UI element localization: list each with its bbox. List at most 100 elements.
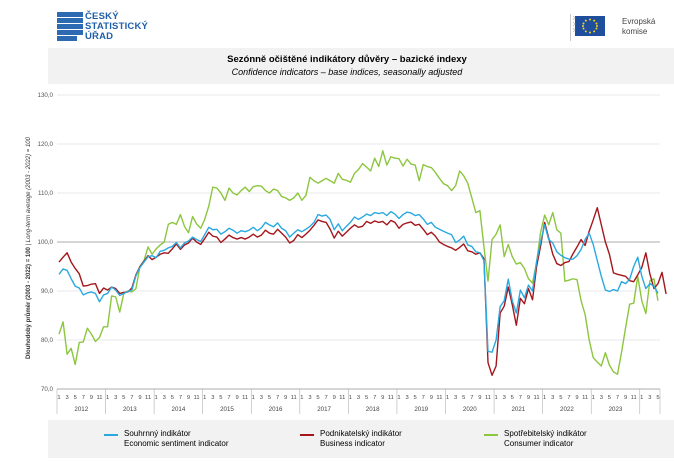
x-month-label: 1 bbox=[252, 395, 255, 401]
czso-logo[interactable]: ČESKÝ STATISTICKÝ ÚŘAD bbox=[57, 12, 167, 42]
x-month-label: 7 bbox=[616, 395, 619, 401]
x-month-label: 5 bbox=[219, 395, 222, 401]
x-month-label: 3 bbox=[114, 395, 117, 401]
eu-logo-text: Evropská komise bbox=[622, 17, 655, 37]
x-month-label: 1 bbox=[397, 395, 400, 401]
x-month-label: 3 bbox=[260, 395, 263, 401]
series-line-economic bbox=[58, 210, 659, 353]
x-year-label: 2022 bbox=[560, 406, 574, 413]
x-month-label: 9 bbox=[575, 395, 578, 401]
x-month-label: 7 bbox=[130, 395, 133, 401]
x-year-label: 2013 bbox=[123, 406, 137, 413]
x-month-label: 1 bbox=[300, 395, 303, 401]
x-year-label: 2020 bbox=[463, 406, 477, 413]
czso-logo-line: STATISTICKÝ bbox=[85, 21, 149, 32]
y-tick-label: 130,0 bbox=[38, 92, 54, 99]
legend-text-consumer: Spotřebitelský indikátor Consumer indica… bbox=[504, 429, 587, 449]
x-month-label: 1 bbox=[592, 395, 595, 401]
legend: Souhrnný indikátor Economic sentiment in… bbox=[48, 420, 674, 458]
eu-logo-line: komise bbox=[622, 27, 648, 36]
x-month-label: 3 bbox=[66, 395, 69, 401]
x-month-label: 1 bbox=[494, 395, 497, 401]
x-year-label: 2019 bbox=[414, 406, 428, 413]
legend-label-business: Podnikatelský indikátor bbox=[320, 429, 402, 438]
x-month-label: 7 bbox=[82, 395, 85, 401]
y-tick-label: 70,0 bbox=[41, 386, 54, 393]
chart-title: Sezónně očištěné indikátory důvěry – baz… bbox=[227, 54, 467, 65]
y-tick-label: 90,0 bbox=[41, 288, 54, 295]
x-month-label: 3 bbox=[357, 395, 360, 401]
x-year-label: 2014 bbox=[172, 406, 186, 413]
x-month-label: 3 bbox=[600, 395, 603, 401]
x-month-label: 7 bbox=[470, 395, 473, 401]
y-tick-label: 120,0 bbox=[38, 141, 54, 148]
x-month-label: 9 bbox=[381, 395, 384, 401]
x-month-label: 11 bbox=[631, 395, 637, 401]
x-month-label: 3 bbox=[405, 395, 408, 401]
series-line-business bbox=[58, 206, 667, 376]
chart-area: 70,0 80,0 90,0 100,0 110,0 120,0 130,0 1 3 5 7 9 11 1… bbox=[0, 84, 674, 414]
y-tick-label: 110,0 bbox=[38, 190, 54, 197]
y-axis-label: Dlouhodobý průměr (2003 - 2022) = 100 | … bbox=[25, 136, 32, 359]
x-month-label: 3 bbox=[551, 395, 554, 401]
x-month-label: 11 bbox=[339, 395, 345, 401]
x-month-label: 7 bbox=[179, 395, 182, 401]
x-month-label: 5 bbox=[365, 395, 368, 401]
legend-text-economic: Souhrnný indikátor Economic sentiment in… bbox=[124, 429, 229, 449]
x-month-label: 9 bbox=[527, 395, 530, 401]
x-month-label: 5 bbox=[316, 395, 319, 401]
y-axis-label-italic: | Long-term average (2003 - 2022) = 100 bbox=[26, 136, 32, 247]
x-month-label: 1 bbox=[446, 395, 449, 401]
x-month-label: 1 bbox=[57, 395, 60, 401]
x-month-label: 11 bbox=[582, 395, 588, 401]
x-month-label: 5 bbox=[559, 395, 562, 401]
x-month-label: 9 bbox=[333, 395, 336, 401]
x-month-label: 11 bbox=[436, 395, 442, 401]
x-year-label: 2012 bbox=[74, 406, 88, 413]
eu-flag-icon bbox=[572, 15, 605, 36]
legend-label-business-en: Business indicator bbox=[320, 439, 385, 448]
x-month-label: 5 bbox=[268, 395, 271, 401]
x-month-label: 5 bbox=[74, 395, 77, 401]
x-month-label: 11 bbox=[194, 395, 200, 401]
x-month-label: 3 bbox=[211, 395, 214, 401]
x-month-label: 3 bbox=[648, 395, 651, 401]
x-month-label: 7 bbox=[276, 395, 279, 401]
x-month-label: 3 bbox=[454, 395, 457, 401]
x-month-label: 9 bbox=[187, 395, 190, 401]
x-year-label: 2017 bbox=[317, 406, 331, 413]
czso-logo-line: ÚŘAD bbox=[85, 31, 114, 42]
legend-swatch-consumer bbox=[484, 434, 498, 436]
x-year-label: 2016 bbox=[269, 406, 283, 413]
x-month-label: 11 bbox=[534, 395, 540, 401]
eu-commission-logo[interactable]: Evropská komise bbox=[562, 14, 662, 42]
x-month-label: 1 bbox=[155, 395, 158, 401]
y-axis-label-main: Dlouhodobý průměr (2003 - 2022) = 100 bbox=[25, 246, 32, 359]
x-month-label: 7 bbox=[325, 395, 328, 401]
x-month-label: 1 bbox=[203, 395, 206, 401]
legend-swatch-economic bbox=[104, 434, 118, 436]
x-month-label: 5 bbox=[656, 395, 659, 401]
x-month-label: 5 bbox=[608, 395, 611, 401]
x-month-label: 1 bbox=[543, 395, 546, 401]
legend-label-consumer-en: Consumer indicator bbox=[504, 439, 574, 448]
x-month-label: 7 bbox=[227, 395, 230, 401]
x-month-label: 5 bbox=[414, 395, 417, 401]
header: ČESKÝ STATISTICKÝ ÚŘAD bbox=[0, 0, 674, 48]
x-month-label: 1 bbox=[106, 395, 109, 401]
x-month-label: 7 bbox=[567, 395, 570, 401]
x-month-label: 11 bbox=[242, 395, 248, 401]
x-month-label: 11 bbox=[145, 395, 151, 401]
x-month-label: 9 bbox=[478, 395, 481, 401]
x-month-label: 9 bbox=[90, 395, 93, 401]
x-year-label: 2021 bbox=[511, 406, 525, 413]
eu-logo-line: Evropská bbox=[622, 17, 656, 26]
series-line-consumer bbox=[58, 150, 659, 375]
chart-subtitle: Confidence indicators – base indices, se… bbox=[231, 67, 463, 77]
x-month-label: 3 bbox=[308, 395, 311, 401]
x-month-label: 9 bbox=[284, 395, 287, 401]
x-month-label: 5 bbox=[462, 395, 465, 401]
y-tick-label: 100,0 bbox=[38, 239, 54, 246]
